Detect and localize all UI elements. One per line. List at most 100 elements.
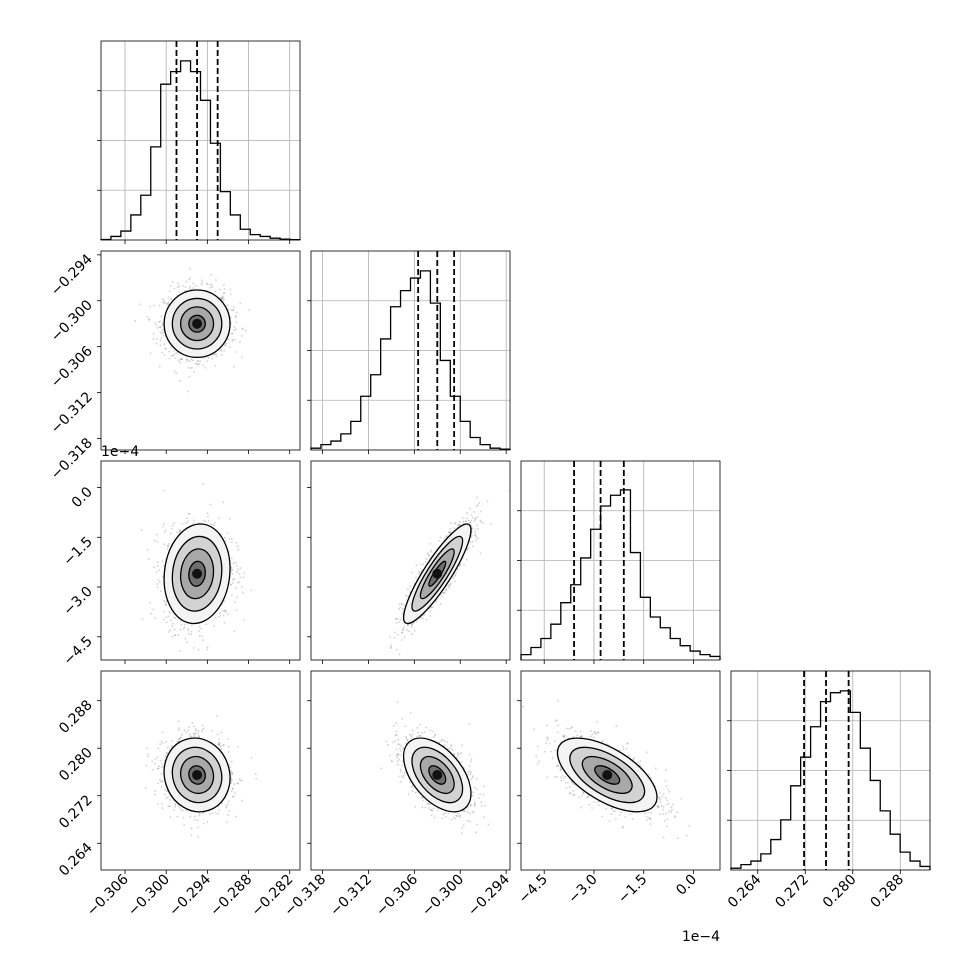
sample-point [170, 619, 172, 622]
sample-point [450, 582, 452, 585]
sample-point [158, 569, 160, 571]
sample-point [447, 585, 449, 588]
sample-point [151, 768, 154, 771]
sample-point [169, 285, 172, 287]
sample-point [210, 523, 212, 525]
sample-point [232, 795, 234, 798]
sample-point [211, 357, 213, 360]
sample-point [192, 522, 195, 525]
sample-point [206, 648, 209, 651]
sample-point [224, 342, 227, 345]
sample-point [230, 541, 233, 543]
sample-point [470, 519, 473, 522]
sample-point [177, 359, 180, 362]
sample-point [217, 738, 220, 741]
sample-point [232, 562, 235, 565]
sample-point [231, 338, 234, 341]
sample-point [172, 524, 174, 527]
sample-point [422, 563, 425, 566]
sample-point [179, 361, 181, 364]
sample-point [161, 731, 164, 734]
sample-point [159, 326, 161, 328]
sample-point [239, 576, 242, 579]
sample-point [198, 630, 201, 632]
sample-point [463, 563, 465, 566]
sample-point [186, 360, 189, 362]
sample-point [231, 569, 234, 572]
sample-point [188, 278, 191, 281]
sample-point [466, 517, 468, 520]
sample-point [207, 356, 210, 359]
sample-point [479, 510, 482, 513]
sample-point [231, 582, 234, 584]
sample-point [158, 321, 160, 324]
sample-point [163, 353, 166, 356]
sample-point [157, 579, 160, 581]
sample-point [155, 324, 158, 326]
sample-point [231, 773, 233, 776]
sample-point [448, 586, 451, 589]
sample-point [239, 302, 242, 305]
sample-point [242, 591, 244, 594]
sample-point [441, 591, 444, 594]
sample-point [179, 529, 182, 531]
sample-point [448, 584, 451, 586]
sample-point [225, 806, 228, 809]
sample-point [189, 367, 192, 369]
sample-point [165, 603, 168, 606]
sample-point [237, 548, 240, 551]
sample-point [235, 564, 238, 567]
sample-point [194, 728, 197, 731]
sample-point [233, 630, 236, 633]
sample-point [146, 753, 149, 756]
histogram-panel-3 [727, 670, 931, 871]
sample-point [171, 527, 173, 530]
sample-point [446, 534, 449, 537]
sample-point [224, 610, 227, 613]
sample-point [471, 545, 474, 548]
sample-point [227, 613, 229, 616]
sample-point [163, 343, 166, 346]
sample-point [169, 816, 172, 818]
sample-point [196, 819, 199, 821]
sample-point [454, 522, 457, 525]
sample-point [425, 558, 428, 560]
sample-point [450, 522, 453, 524]
sample-point [474, 517, 477, 520]
sample-point [432, 606, 435, 609]
sample-point [490, 523, 492, 526]
sample-point [160, 780, 163, 783]
sample-point [220, 350, 223, 353]
sample-point [219, 296, 222, 299]
sample-point [197, 732, 200, 735]
sample-point [207, 520, 210, 522]
sample-point [228, 346, 231, 348]
sample-point [204, 356, 207, 359]
sample-point [222, 501, 225, 504]
sample-point [470, 514, 473, 517]
sample-point [402, 629, 405, 631]
sample-point [215, 355, 218, 357]
sample-point [198, 363, 201, 365]
sample-point [465, 558, 468, 561]
sample-point [154, 790, 156, 793]
sample-point [198, 635, 201, 637]
sample-point [231, 779, 233, 782]
sample-point [241, 327, 244, 330]
sample-point [476, 496, 478, 499]
sample-point [415, 564, 418, 567]
sample-point [426, 552, 429, 555]
sample-point [438, 539, 440, 542]
sample-point [213, 625, 215, 628]
sample-point [482, 522, 485, 524]
sample-point [160, 351, 163, 354]
sample-point [402, 607, 404, 610]
sample-point [159, 339, 162, 342]
sample-point [243, 572, 246, 575]
sample-point [398, 621, 400, 623]
sample-point [168, 290, 171, 293]
sample-point [167, 303, 170, 306]
sample-point [176, 286, 179, 289]
sample-point [233, 365, 235, 368]
sample-point [435, 601, 438, 603]
